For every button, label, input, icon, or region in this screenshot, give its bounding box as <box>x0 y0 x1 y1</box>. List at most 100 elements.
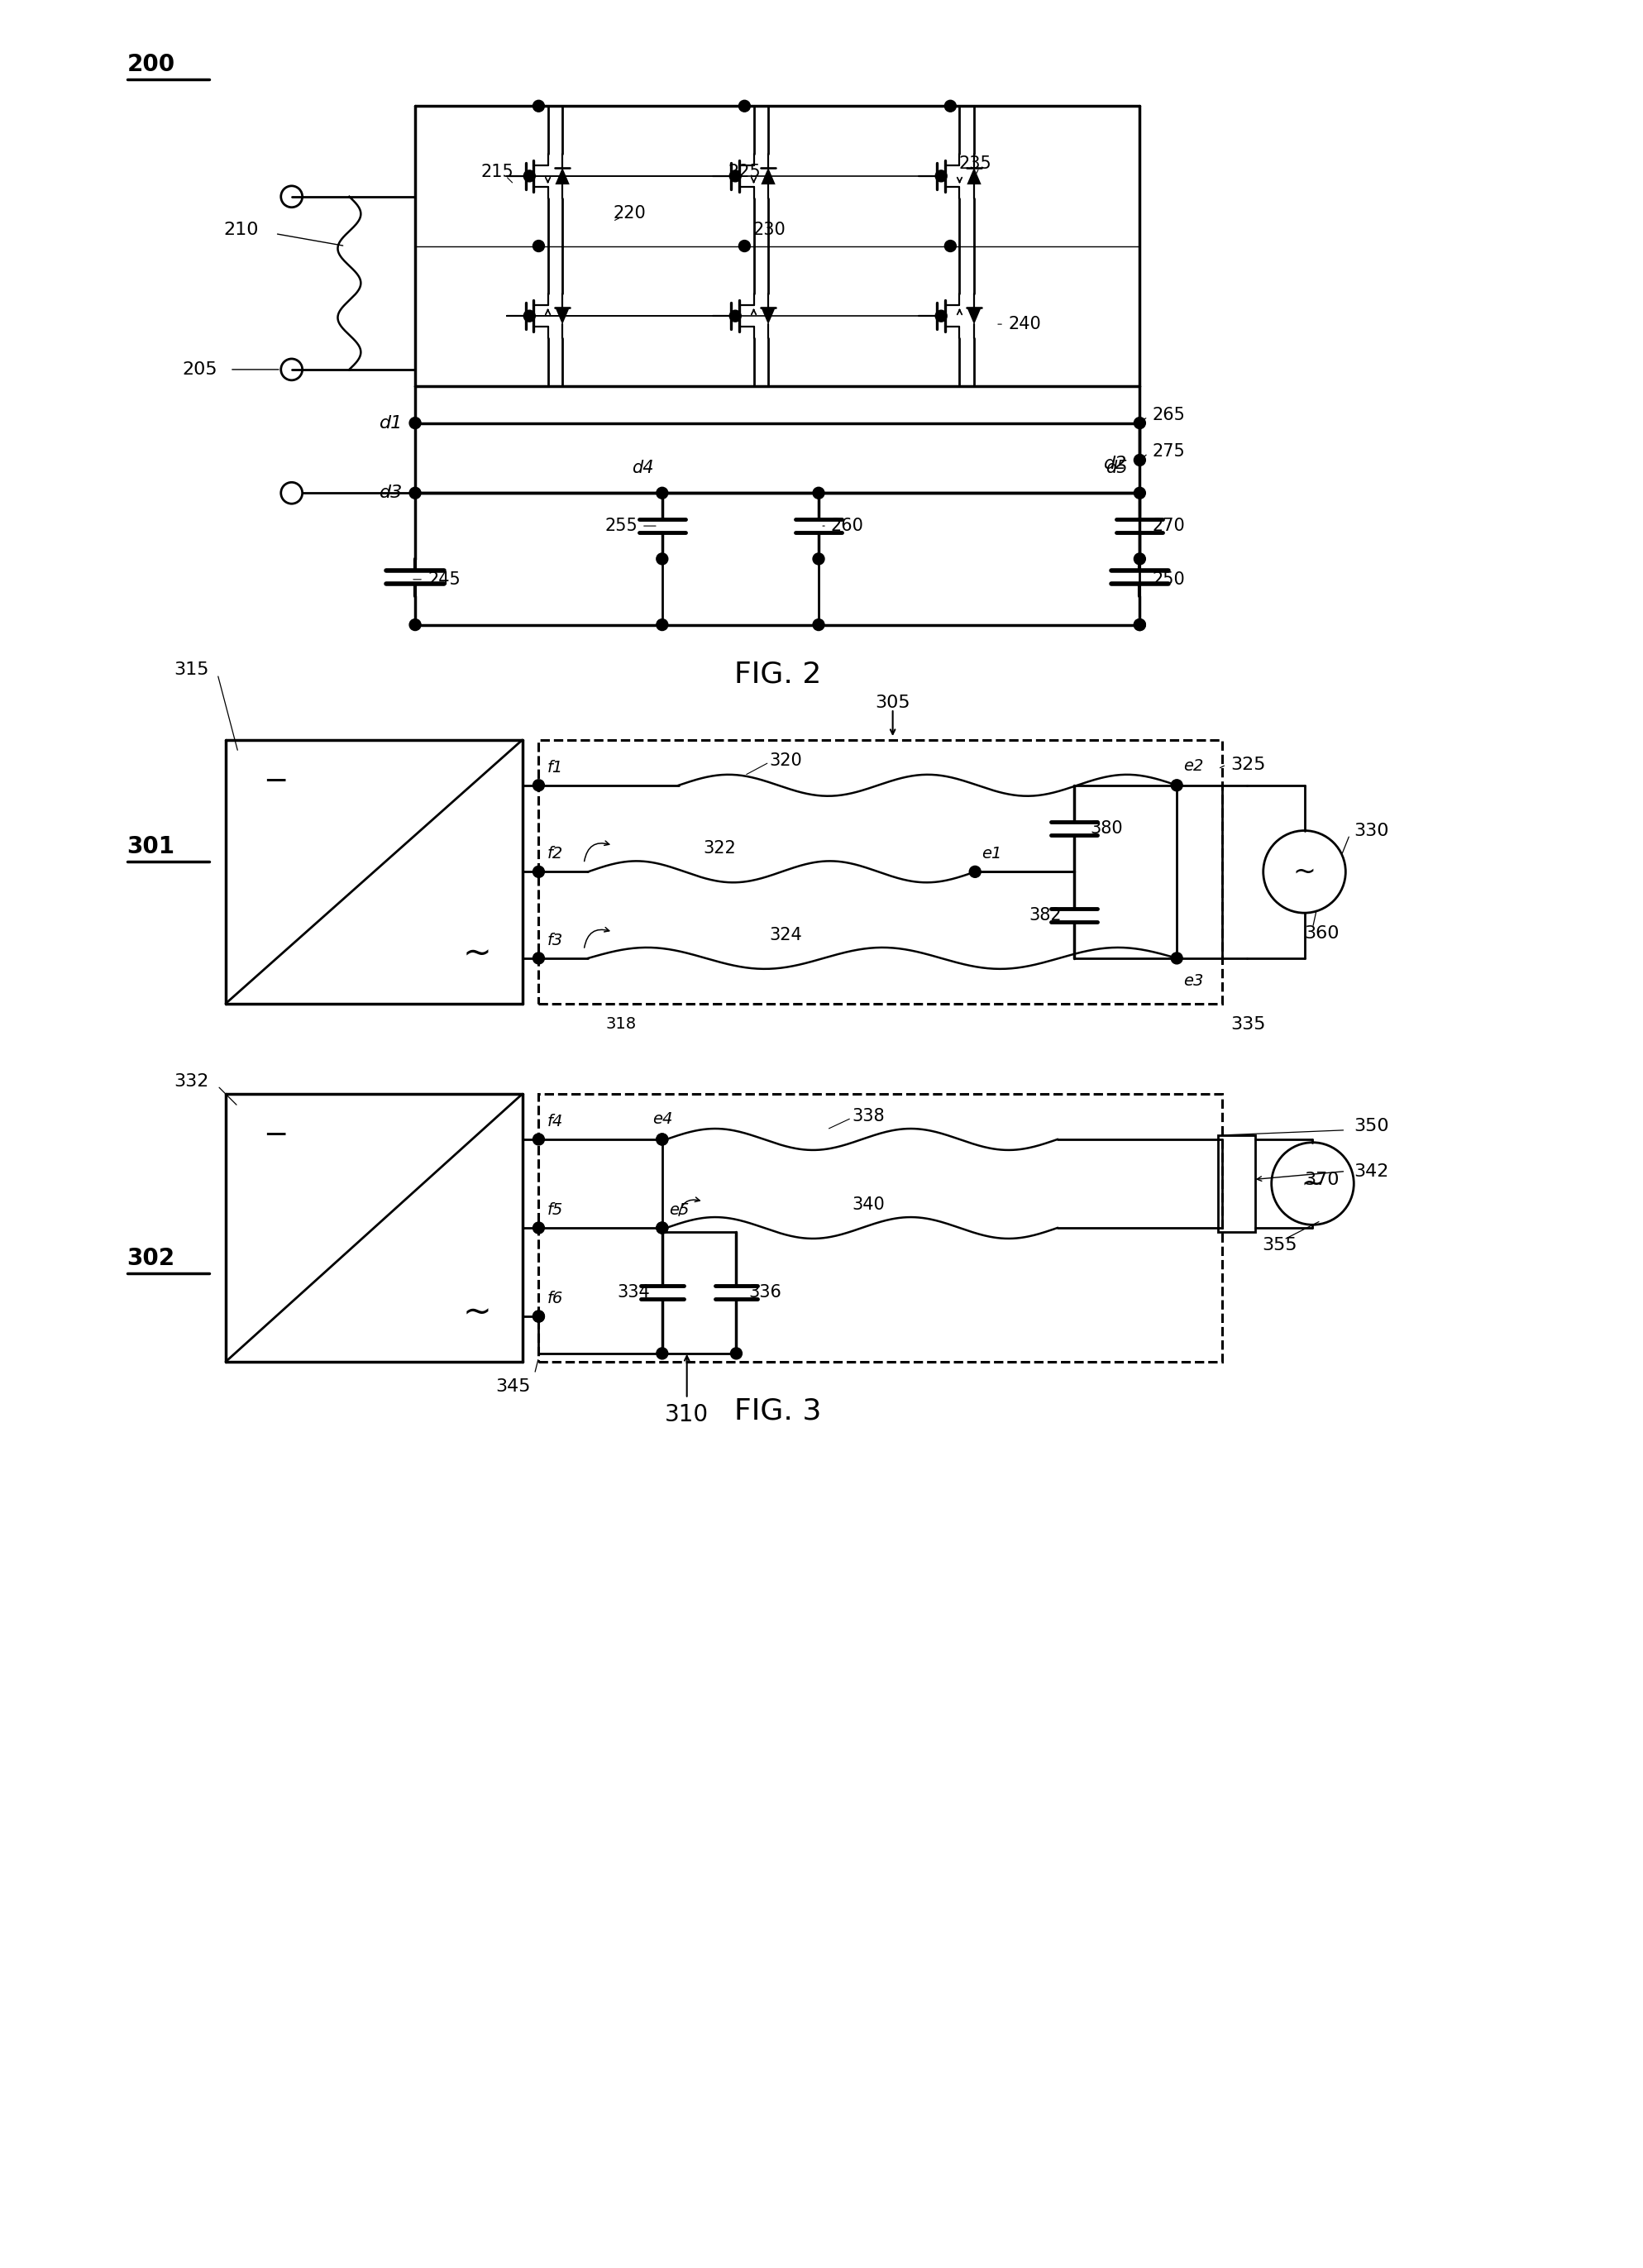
Circle shape <box>532 1134 544 1145</box>
Text: 235: 235 <box>958 156 991 172</box>
Circle shape <box>532 1311 544 1322</box>
Circle shape <box>739 240 751 252</box>
Circle shape <box>1134 417 1145 429</box>
Circle shape <box>657 488 669 499</box>
Text: 215: 215 <box>481 163 514 179</box>
Circle shape <box>813 619 825 631</box>
Text: ~: ~ <box>1293 857 1316 885</box>
Text: 302: 302 <box>127 1247 176 1270</box>
Text: f6: f6 <box>547 1290 564 1306</box>
Text: 370: 370 <box>1305 1170 1339 1188</box>
Text: 220: 220 <box>613 204 646 222</box>
Text: 301: 301 <box>127 835 174 860</box>
Circle shape <box>657 1222 669 1234</box>
Text: 324: 324 <box>769 928 802 943</box>
Polygon shape <box>555 168 570 184</box>
Circle shape <box>409 488 421 499</box>
Text: f2: f2 <box>547 846 564 862</box>
Circle shape <box>532 780 544 792</box>
Text: 255: 255 <box>605 517 637 535</box>
Text: f1: f1 <box>547 760 564 776</box>
Polygon shape <box>761 168 775 184</box>
Circle shape <box>532 100 544 111</box>
Text: 332: 332 <box>174 1073 209 1091</box>
Circle shape <box>935 170 946 181</box>
Circle shape <box>969 866 981 878</box>
Text: 200: 200 <box>127 52 176 77</box>
Polygon shape <box>968 168 981 184</box>
Text: 270: 270 <box>1152 517 1185 535</box>
Circle shape <box>729 311 741 322</box>
Text: 380: 380 <box>1091 821 1124 837</box>
Circle shape <box>657 553 669 565</box>
Circle shape <box>657 1134 669 1145</box>
Circle shape <box>657 1134 669 1145</box>
Circle shape <box>945 240 956 252</box>
Polygon shape <box>968 308 981 324</box>
Circle shape <box>1134 619 1145 631</box>
Circle shape <box>657 619 669 631</box>
Text: 335: 335 <box>1231 1016 1265 1032</box>
Polygon shape <box>761 308 775 324</box>
Circle shape <box>739 100 751 111</box>
Text: 230: 230 <box>752 222 785 238</box>
Text: FIG. 3: FIG. 3 <box>734 1397 822 1424</box>
Text: d3: d3 <box>380 485 403 501</box>
Text: −: − <box>263 1120 288 1150</box>
Text: 245: 245 <box>427 572 460 587</box>
Text: 310: 310 <box>665 1404 708 1427</box>
Text: 275: 275 <box>1152 445 1185 460</box>
Text: d5: d5 <box>1106 460 1127 476</box>
Text: ~: ~ <box>462 937 491 971</box>
Text: 205: 205 <box>182 361 217 379</box>
Text: 315: 315 <box>174 662 209 678</box>
Text: 338: 338 <box>851 1109 884 1125</box>
Text: 342: 342 <box>1354 1163 1388 1179</box>
Text: 355: 355 <box>1262 1236 1298 1254</box>
Circle shape <box>524 170 536 181</box>
Text: f4: f4 <box>547 1114 564 1129</box>
Text: 330: 330 <box>1354 823 1388 839</box>
Circle shape <box>1171 780 1183 792</box>
Text: FIG. 2: FIG. 2 <box>734 660 822 687</box>
Text: e4: e4 <box>652 1111 672 1127</box>
Text: ~: ~ <box>1301 1170 1324 1198</box>
Text: ~: ~ <box>462 1295 491 1329</box>
Circle shape <box>532 866 544 878</box>
Polygon shape <box>555 308 570 324</box>
Circle shape <box>1134 553 1145 565</box>
Bar <box>539 1093 1222 1361</box>
Circle shape <box>532 953 544 964</box>
Text: f5: f5 <box>547 1202 564 1218</box>
Circle shape <box>409 417 421 429</box>
Circle shape <box>409 619 421 631</box>
Text: 350: 350 <box>1354 1118 1388 1134</box>
Text: d4: d4 <box>633 460 654 476</box>
Text: 325: 325 <box>1231 758 1265 773</box>
Text: 360: 360 <box>1305 925 1339 941</box>
Circle shape <box>813 553 825 565</box>
Circle shape <box>729 170 741 181</box>
Text: 345: 345 <box>495 1379 531 1395</box>
Circle shape <box>813 488 825 499</box>
Text: 340: 340 <box>851 1198 884 1213</box>
Text: e3: e3 <box>1183 973 1204 989</box>
Circle shape <box>657 1222 669 1234</box>
Text: d1: d1 <box>380 415 403 431</box>
Text: 320: 320 <box>769 753 802 769</box>
Text: 250: 250 <box>1152 572 1185 587</box>
Text: −: − <box>263 767 288 796</box>
Text: 240: 240 <box>1009 315 1042 333</box>
Bar <box>1217 1136 1255 1232</box>
Text: 265: 265 <box>1152 406 1185 424</box>
Text: f3: f3 <box>547 932 564 948</box>
Circle shape <box>532 240 544 252</box>
Circle shape <box>532 1311 544 1322</box>
Text: 382: 382 <box>1029 907 1061 923</box>
Text: 334: 334 <box>618 1284 651 1302</box>
Text: e1: e1 <box>981 846 1002 862</box>
Text: 210: 210 <box>223 222 258 238</box>
Circle shape <box>657 1347 669 1359</box>
Circle shape <box>1134 619 1145 631</box>
Text: 305: 305 <box>876 694 910 712</box>
